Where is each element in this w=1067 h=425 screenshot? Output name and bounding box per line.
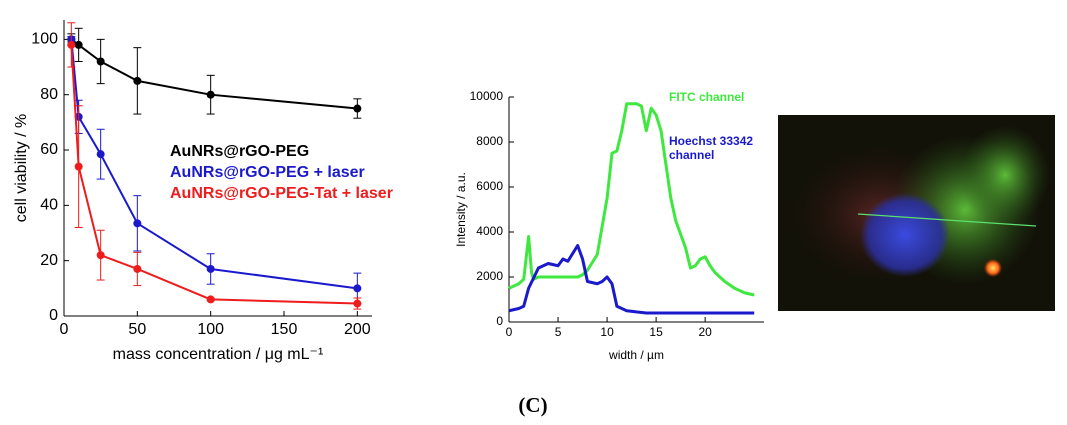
y-tick-label: 8000 xyxy=(476,134,503,148)
x-tick-label: 10 xyxy=(600,325,614,339)
x-tick-label: 0 xyxy=(60,321,69,338)
data-point xyxy=(96,57,105,66)
series-line xyxy=(70,44,358,305)
legend-entry: FITC channel xyxy=(669,90,745,104)
x-tick-label: 50 xyxy=(128,321,146,338)
y-tick-label: 100 xyxy=(31,31,58,48)
y-tick-label: 60 xyxy=(40,141,58,158)
data-point xyxy=(206,295,215,304)
y-tick-label: 2000 xyxy=(476,269,503,283)
data-point xyxy=(74,40,83,49)
data-point xyxy=(206,90,215,99)
data-point xyxy=(133,76,142,85)
y-axis-label: Intensity / a.u. xyxy=(454,172,468,247)
legend-entry: AuNRs@rGO-PEG xyxy=(170,143,309,160)
y-tick-label: 4000 xyxy=(476,224,503,238)
x-tick-label: 20 xyxy=(698,325,712,339)
x-axis-label: width / µm xyxy=(608,348,664,362)
data-point xyxy=(96,150,105,159)
y-tick-label: 80 xyxy=(40,86,58,103)
data-point xyxy=(74,162,83,171)
micrograph xyxy=(778,115,1055,311)
legend-entry: Hoechst 33342 channel xyxy=(669,134,754,162)
data-point xyxy=(353,104,362,113)
y-tick-label: 0 xyxy=(496,314,503,328)
data-point xyxy=(353,284,362,293)
x-tick-label: 0 xyxy=(506,325,513,339)
legend-entry: AuNRs@rGO-PEG + laser xyxy=(170,164,365,181)
x-tick-label: 150 xyxy=(271,321,298,338)
y-tick-label: 6000 xyxy=(476,179,503,193)
data-point xyxy=(206,264,215,273)
x-tick-label: 200 xyxy=(344,321,371,338)
series-line xyxy=(508,244,755,315)
series-line xyxy=(70,39,358,290)
x-tick-label: 100 xyxy=(197,321,224,338)
y-axis-label: cell viability / % xyxy=(13,114,30,222)
data-point xyxy=(133,219,142,228)
series-line xyxy=(508,102,755,297)
x-axis-label: mass concentration / μg mL⁻¹ xyxy=(113,346,324,363)
legend-entry: AuNRs@rGO-PEG-Tat + laser xyxy=(170,185,393,202)
y-tick-label: 0 xyxy=(49,307,58,324)
data-point xyxy=(96,251,105,260)
data-point xyxy=(67,40,76,49)
x-tick-label: 5 xyxy=(555,325,562,339)
y-tick-label: 20 xyxy=(40,252,58,269)
x-tick-label: 15 xyxy=(649,325,663,339)
data-point xyxy=(133,264,142,273)
y-tick-label: 10000 xyxy=(470,89,504,103)
caption: (C) xyxy=(518,393,547,417)
data-point xyxy=(353,299,362,308)
y-tick-label: 40 xyxy=(40,197,58,214)
series-line xyxy=(70,38,358,110)
